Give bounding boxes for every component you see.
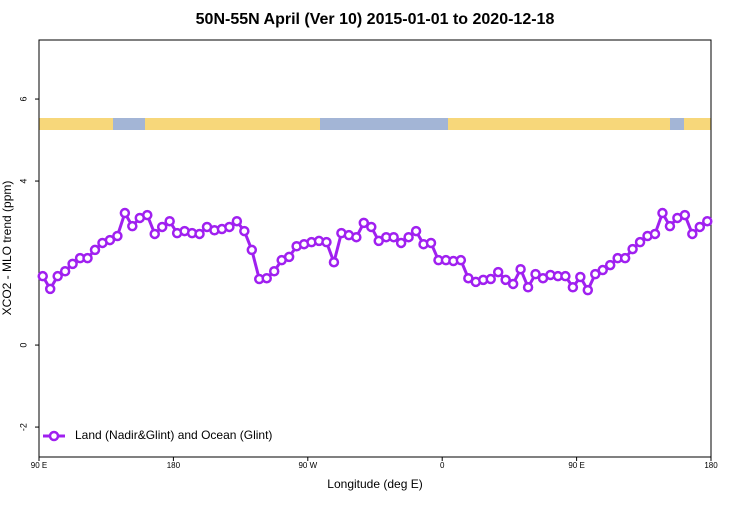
data-point (388, 231, 399, 243)
y-tick-label: 4 (18, 179, 28, 184)
data-point (164, 215, 175, 227)
legend-label: Land (Nadir&Glint) and Ocean (Glint) (75, 428, 272, 442)
x-axis-label: Longitude (deg E) (327, 477, 422, 491)
data-point (500, 274, 511, 286)
data-point (567, 281, 579, 293)
data-point (366, 221, 377, 233)
data-point (67, 258, 78, 270)
data-point (156, 221, 168, 233)
data-point (403, 231, 414, 243)
data-point (530, 268, 541, 280)
data-point (664, 220, 676, 232)
data-point (395, 237, 407, 249)
data-point (522, 281, 534, 293)
legend-marker (48, 430, 60, 442)
data-point (261, 272, 272, 284)
land-ocean-strip (39, 118, 711, 130)
data-point (351, 231, 362, 243)
data-point (425, 237, 437, 249)
data-point (455, 254, 467, 266)
data-point (604, 259, 616, 271)
data-point (231, 215, 243, 227)
data-point (492, 266, 504, 278)
data-point (59, 266, 71, 277)
data-point (657, 207, 668, 219)
y-tick-label: 0 (18, 343, 28, 348)
data-point (194, 228, 205, 240)
data-point (268, 266, 280, 277)
data-point (239, 225, 250, 237)
data-point (575, 271, 586, 283)
data-point (142, 209, 153, 221)
data-point (679, 209, 691, 221)
data-point (104, 234, 116, 246)
data-point (149, 228, 160, 240)
data-point (52, 270, 63, 282)
data-point (560, 270, 571, 282)
x-tick-label: 90 E (31, 461, 47, 470)
data-point (224, 221, 235, 233)
data-point (702, 215, 713, 227)
data-point (127, 220, 138, 232)
plot-frame (38, 39, 712, 458)
data-point (507, 278, 519, 290)
data-point (119, 207, 131, 219)
x-tick-label: 180 (167, 461, 181, 470)
data-point (89, 244, 101, 256)
data-point (410, 225, 422, 237)
data-point (590, 268, 601, 280)
data-point (694, 221, 706, 233)
y-tick-label: 6 (18, 97, 28, 102)
x-tick-label: 90 E (568, 461, 584, 470)
data-point (619, 252, 631, 264)
y-tick-label: -2 (18, 423, 28, 431)
data-point (328, 256, 340, 268)
data-point (634, 236, 646, 248)
data-point (649, 228, 661, 240)
data-point (37, 270, 48, 282)
y-axis-label: XCO2 - MLO trend (ppm) (0, 181, 14, 316)
chart-title: 50N-55N April (Ver 10) 2015-01-01 to 202… (196, 11, 555, 28)
data-point (515, 263, 526, 275)
data-point (687, 228, 698, 240)
data-point (246, 244, 258, 256)
x-tick-label: 90 W (298, 461, 317, 470)
data-point (627, 243, 638, 255)
data-point (283, 251, 295, 263)
data-point (112, 230, 123, 242)
data-point (582, 284, 594, 296)
data-point (358, 217, 370, 229)
data-point (82, 252, 93, 264)
data-point (485, 273, 496, 285)
data-point (44, 283, 56, 295)
data-point (321, 236, 332, 248)
x-tick-label: 0 (440, 461, 445, 470)
data-point (597, 264, 608, 276)
x-tick-label: 180 (704, 461, 718, 470)
